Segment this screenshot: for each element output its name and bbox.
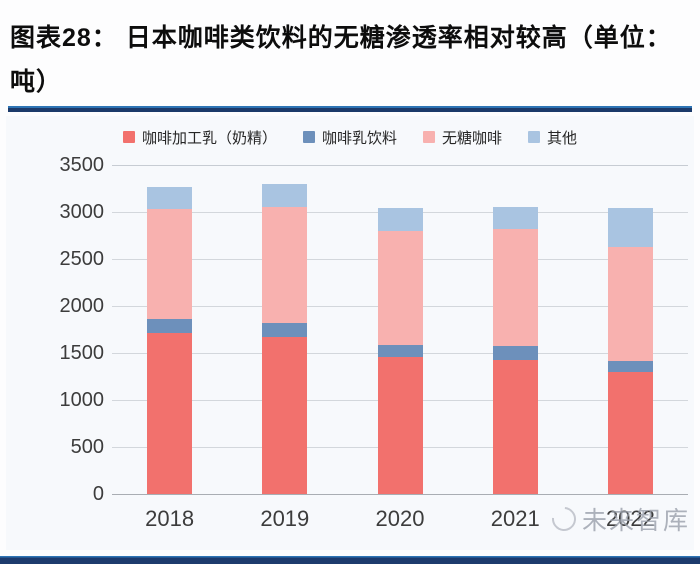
legend-item-咖啡加工乳（奶精）: 咖啡加工乳（奶精）	[122, 127, 277, 148]
x-tick-label-2020: 2020	[375, 506, 425, 531]
bar-segment-2020-其他	[377, 208, 423, 231]
legend-item-其他: 其他	[528, 127, 577, 148]
bar-2022	[607, 208, 653, 494]
bar-2018	[147, 186, 193, 494]
bar-slot-2020	[342, 165, 457, 494]
bar-segment-2018-无糖咖啡	[147, 209, 193, 320]
legend-label: 咖啡加工乳（奶精）	[141, 129, 277, 147]
figure-title-line1: 图表28： 日本咖啡类饮料的无糖渗透率相对较高（单位：	[10, 24, 672, 52]
plot-area	[112, 165, 688, 495]
bar-segment-2022-其他	[607, 208, 653, 247]
legend-label: 无糖咖啡	[442, 129, 503, 147]
watermark-logo-icon	[547, 502, 581, 536]
watermark: 未来智库	[547, 502, 690, 536]
figure-title-line2: 吨）	[10, 68, 63, 96]
bar-segment-2022-咖啡加工乳（奶精）	[607, 371, 653, 494]
bar-segment-2022-咖啡乳饮料	[607, 361, 653, 372]
gridline-0	[112, 494, 688, 495]
legend-item-无糖咖啡: 无糖咖啡	[423, 127, 502, 148]
bar-segment-2019-咖啡乳饮料	[262, 322, 308, 338]
y-tick-label-3500: 3500	[59, 154, 105, 176]
bar-segment-2021-其他	[492, 207, 538, 229]
y-tick-label-500: 500	[70, 436, 104, 458]
bar-2021	[492, 207, 538, 494]
y-tick-label-0: 0	[92, 483, 104, 505]
y-tick-label-3000: 3000	[59, 201, 105, 223]
y-tick-label-2000: 2000	[59, 295, 105, 317]
chart-panel	[6, 116, 694, 550]
bar-segment-2018-咖啡加工乳（奶精）	[147, 333, 193, 494]
bar-segment-2021-无糖咖啡	[492, 228, 538, 347]
legend-label: 咖啡乳饮料	[321, 129, 397, 147]
legend-label: 其他	[547, 129, 578, 147]
bar-segment-2019-其他	[262, 183, 308, 208]
bars-container	[112, 165, 688, 494]
legend-swatch-icon	[122, 131, 135, 143]
legend-swatch-icon	[302, 131, 315, 143]
x-axis: 2018 2019 2020 2021 2022	[112, 506, 688, 536]
chart-legend: 咖啡加工乳（奶精） 咖啡乳饮料 无糖咖啡 其他	[0, 127, 700, 147]
y-axis: 0 500 1000 1500 2000 2500 3000 3500	[34, 154, 105, 505]
legend-swatch-icon	[423, 131, 435, 143]
bar-segment-2021-咖啡加工乳（奶精）	[492, 359, 538, 494]
bar-slot-2018	[112, 165, 227, 494]
bar-segment-2020-咖啡加工乳（奶精）	[377, 356, 423, 494]
bar-segment-2018-咖啡乳饮料	[147, 319, 193, 334]
title-divider-bar	[8, 106, 692, 112]
bar-segment-2019-无糖咖啡	[262, 207, 308, 323]
x-tick-label-2019: 2019	[260, 506, 310, 531]
bar-slot-2021	[458, 165, 573, 494]
bar-segment-2022-无糖咖啡	[607, 246, 653, 362]
y-tick-label-1000: 1000	[59, 389, 105, 411]
y-tick-label-1500: 1500	[59, 342, 105, 364]
bar-segment-2020-咖啡乳饮料	[377, 344, 423, 357]
bar-segment-2020-无糖咖啡	[377, 230, 423, 345]
gridline-3500	[112, 165, 688, 166]
x-tick-label-2022: 2022	[605, 506, 655, 531]
watermark-text: 未来智库	[581, 507, 690, 535]
footer-divider-bar	[0, 556, 700, 564]
y-tick-label-2500: 2500	[59, 248, 105, 270]
figure-title: 图表28： 日本咖啡类饮料的无糖渗透率相对较高（单位： 吨）	[10, 16, 694, 104]
bar-slot-2019	[227, 165, 342, 494]
x-tick-label-2018: 2018	[145, 506, 195, 531]
bar-2020	[377, 208, 423, 494]
x-tick-label-2021: 2021	[490, 506, 540, 531]
bar-segment-2021-咖啡乳饮料	[492, 346, 538, 360]
legend-swatch-icon	[528, 131, 541, 143]
bar-2019	[262, 183, 308, 494]
bar-slot-2022	[573, 165, 688, 494]
bar-segment-2019-咖啡加工乳（奶精）	[262, 337, 308, 494]
bar-segment-2018-其他	[147, 186, 193, 210]
legend-item-咖啡乳饮料: 咖啡乳饮料	[302, 127, 397, 148]
